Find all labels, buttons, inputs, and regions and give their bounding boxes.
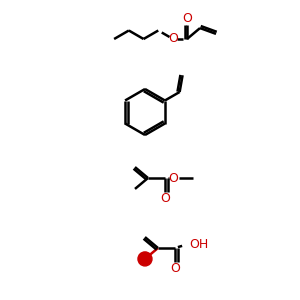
Text: O: O <box>170 262 180 275</box>
Circle shape <box>138 252 152 266</box>
Text: O: O <box>168 32 178 46</box>
Text: O: O <box>168 172 178 184</box>
Text: O: O <box>160 193 170 206</box>
Text: O: O <box>182 13 192 26</box>
Text: OH: OH <box>189 238 208 251</box>
